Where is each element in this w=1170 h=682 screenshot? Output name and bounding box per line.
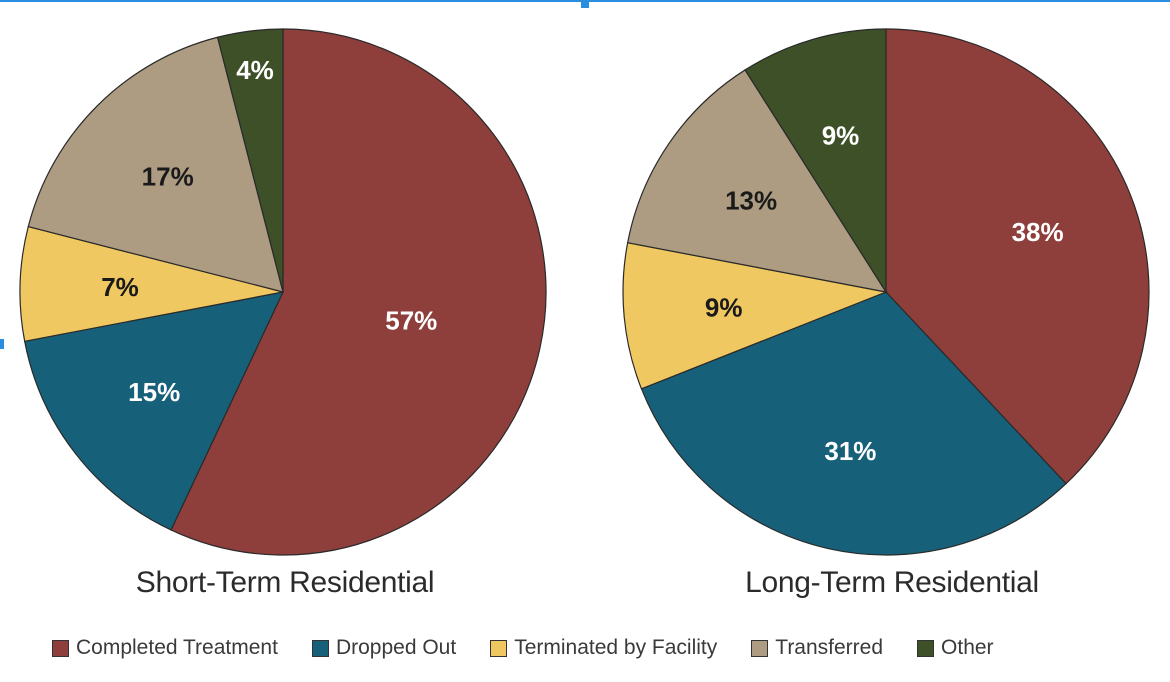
pie-long-label-terminated: 9% bbox=[705, 292, 743, 322]
pie-long-label-other: 9% bbox=[822, 120, 860, 150]
pie-long-slice-terminated bbox=[622, 242, 889, 390]
pie-short-slice-completed bbox=[170, 28, 547, 556]
legend-item-terminated: Terminated by Facility bbox=[490, 636, 717, 660]
legend-label: Other bbox=[941, 636, 994, 659]
pie-short-slice-transferred bbox=[27, 36, 284, 293]
pie-short-slice-terminated bbox=[19, 225, 284, 342]
pie-long-slice-completed bbox=[885, 28, 1150, 485]
pie-short-slice-other bbox=[216, 28, 284, 293]
pie-short-label-terminated: 7% bbox=[101, 272, 139, 302]
legend-label: Dropped Out bbox=[335, 636, 457, 659]
chart-title-short-term: Short-Term Residential bbox=[135, 566, 435, 599]
pie-short-label-completed: 57% bbox=[385, 306, 437, 336]
pie-long-label-completed: 38% bbox=[1012, 217, 1064, 247]
pie-long-slice-other bbox=[744, 28, 887, 295]
legend-swatch bbox=[52, 639, 69, 657]
pie-long-slice-dropped bbox=[640, 291, 1067, 556]
legend-swatch bbox=[311, 639, 329, 657]
pie-long-label-dropped: 31% bbox=[824, 436, 876, 466]
legend-label: Transferred bbox=[775, 636, 884, 659]
pie-short-label-other: 4% bbox=[236, 55, 274, 85]
legend-swatch bbox=[917, 639, 935, 657]
legend-label: Completed Treatment bbox=[76, 636, 278, 659]
pie-short-slice-dropped bbox=[23, 291, 285, 531]
legend-swatch bbox=[490, 639, 508, 657]
legend-item-dropped: Dropped Out bbox=[311, 636, 457, 660]
legend-swatch bbox=[751, 639, 769, 657]
legend-item-transferred: Transferred bbox=[751, 636, 883, 660]
legend-label: Terminated by Facility bbox=[514, 636, 718, 659]
legend: Completed Treatment Dropped Out Terminat… bbox=[52, 636, 1028, 660]
chart-title-long-term: Long-Term Residential bbox=[745, 566, 1039, 599]
legend-item-other: Other bbox=[917, 636, 994, 660]
pie-short-label-dropped: 15% bbox=[128, 377, 180, 407]
frame-handle-left bbox=[0, 339, 4, 349]
pie-long-label-transferred: 13% bbox=[725, 185, 777, 215]
frame-handle-top bbox=[581, 0, 589, 8]
pie-long-slice-transferred bbox=[626, 69, 888, 293]
pie-short-label-transferred: 17% bbox=[142, 162, 194, 192]
legend-item-completed: Completed Treatment bbox=[52, 636, 278, 660]
